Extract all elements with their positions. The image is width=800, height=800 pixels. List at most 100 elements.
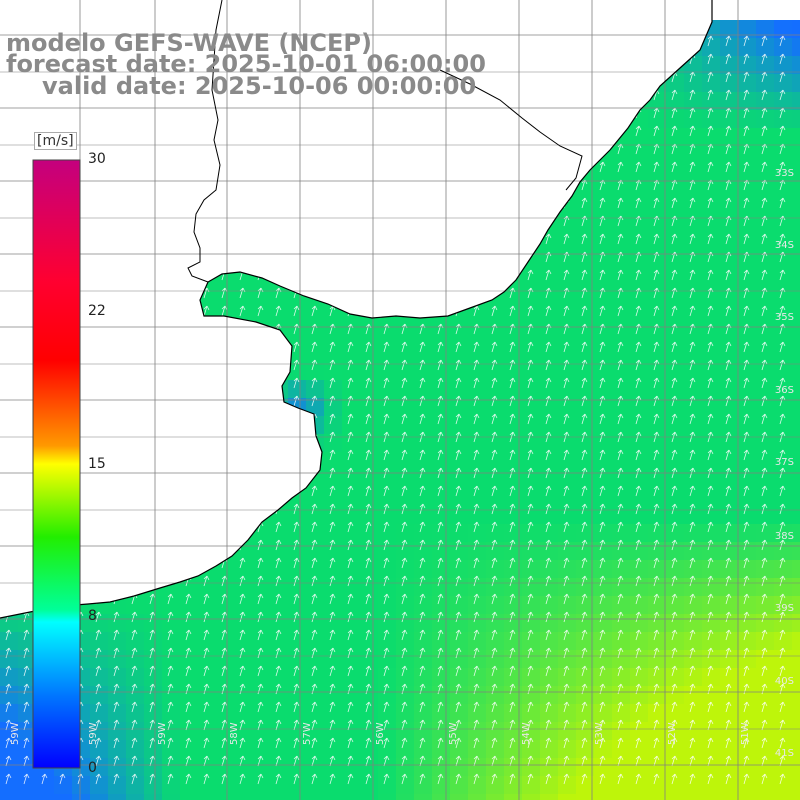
speed-cell — [486, 650, 505, 669]
speed-cell — [288, 578, 307, 597]
speed-cell — [342, 650, 361, 669]
speed-cell — [504, 362, 523, 381]
speed-cell — [216, 578, 235, 597]
speed-cell — [666, 632, 685, 651]
speed-cell — [504, 632, 523, 651]
speed-cell — [738, 668, 757, 687]
speed-cell — [558, 794, 577, 800]
speed-cell — [702, 92, 721, 111]
speed-cell — [216, 740, 235, 759]
speed-cell — [594, 182, 613, 201]
speed-cell — [396, 776, 415, 795]
speed-cell — [108, 650, 127, 669]
speed-cell — [756, 20, 775, 39]
speed-cell — [774, 236, 793, 255]
wind-arrow — [671, 107, 678, 119]
speed-cell — [540, 290, 559, 309]
speed-cell — [378, 740, 397, 759]
speed-cell — [684, 92, 703, 111]
speed-cell — [792, 398, 800, 417]
speed-cell — [342, 380, 361, 399]
speed-cell — [522, 650, 541, 669]
speed-cell — [468, 560, 487, 579]
speed-cell — [594, 794, 613, 800]
speed-cell — [648, 722, 667, 741]
speed-cell — [360, 506, 379, 525]
speed-cell — [702, 380, 721, 399]
speed-cell — [486, 452, 505, 471]
speed-cell — [414, 668, 433, 687]
speed-cell — [468, 596, 487, 615]
speed-cell — [162, 740, 181, 759]
speed-cell — [774, 596, 793, 615]
speed-cell — [504, 722, 523, 741]
speed-cell — [774, 38, 793, 57]
speed-cell — [756, 488, 775, 507]
speed-cell — [648, 110, 667, 129]
speed-cell — [288, 650, 307, 669]
speed-cell — [738, 146, 757, 165]
speed-cell — [324, 488, 343, 507]
speed-cell — [774, 254, 793, 273]
speed-cell — [396, 758, 415, 777]
speed-cell — [414, 470, 433, 489]
speed-cell — [396, 380, 415, 399]
speed-cell — [324, 650, 343, 669]
speed-cell — [360, 470, 379, 489]
speed-cell — [774, 272, 793, 291]
speed-cell — [612, 794, 631, 800]
speed-cell — [468, 758, 487, 777]
speed-cell — [378, 488, 397, 507]
speed-cell — [216, 668, 235, 687]
speed-cell — [396, 542, 415, 561]
speed-cell — [792, 74, 800, 93]
speed-cell — [792, 650, 800, 669]
speed-cell — [702, 506, 721, 525]
speed-cell — [360, 398, 379, 417]
speed-cell — [756, 380, 775, 399]
speed-cell — [288, 524, 307, 543]
speed-cell — [234, 668, 253, 687]
speed-cell — [684, 686, 703, 705]
speed-cell — [756, 398, 775, 417]
speed-cell — [576, 668, 595, 687]
speed-cell — [540, 488, 559, 507]
speed-cell — [594, 524, 613, 543]
speed-cell — [162, 704, 181, 723]
speed-cell — [792, 542, 800, 561]
wind-arrow — [743, 125, 750, 137]
speed-cell — [738, 362, 757, 381]
speed-cell — [540, 344, 559, 363]
speed-cell — [396, 326, 415, 345]
speed-cell — [756, 794, 775, 800]
speed-cell — [666, 704, 685, 723]
speed-cell — [288, 722, 307, 741]
speed-cell — [252, 758, 271, 777]
speed-cell — [756, 416, 775, 435]
wind-arrow — [779, 107, 786, 119]
speed-cell — [774, 182, 793, 201]
speed-cell — [180, 704, 199, 723]
speed-cell — [684, 740, 703, 759]
speed-cell — [342, 488, 361, 507]
speed-cell — [396, 596, 415, 615]
speed-cell — [396, 506, 415, 525]
speed-cell — [180, 668, 199, 687]
speed-cell — [792, 272, 800, 291]
speed-cell — [468, 524, 487, 543]
speed-cell — [324, 542, 343, 561]
speed-cell — [108, 794, 127, 800]
speed-cell — [774, 434, 793, 453]
speed-cell — [756, 650, 775, 669]
speed-cell — [738, 236, 757, 255]
speed-cell — [612, 578, 631, 597]
speed-cell — [666, 686, 685, 705]
speed-cell — [684, 344, 703, 363]
speed-cell — [90, 722, 109, 741]
speed-cell — [720, 794, 739, 800]
speed-cell — [522, 488, 541, 507]
wind-arrow — [779, 125, 786, 137]
speed-cell — [414, 506, 433, 525]
speed-cell — [324, 704, 343, 723]
speed-cell — [540, 254, 559, 273]
